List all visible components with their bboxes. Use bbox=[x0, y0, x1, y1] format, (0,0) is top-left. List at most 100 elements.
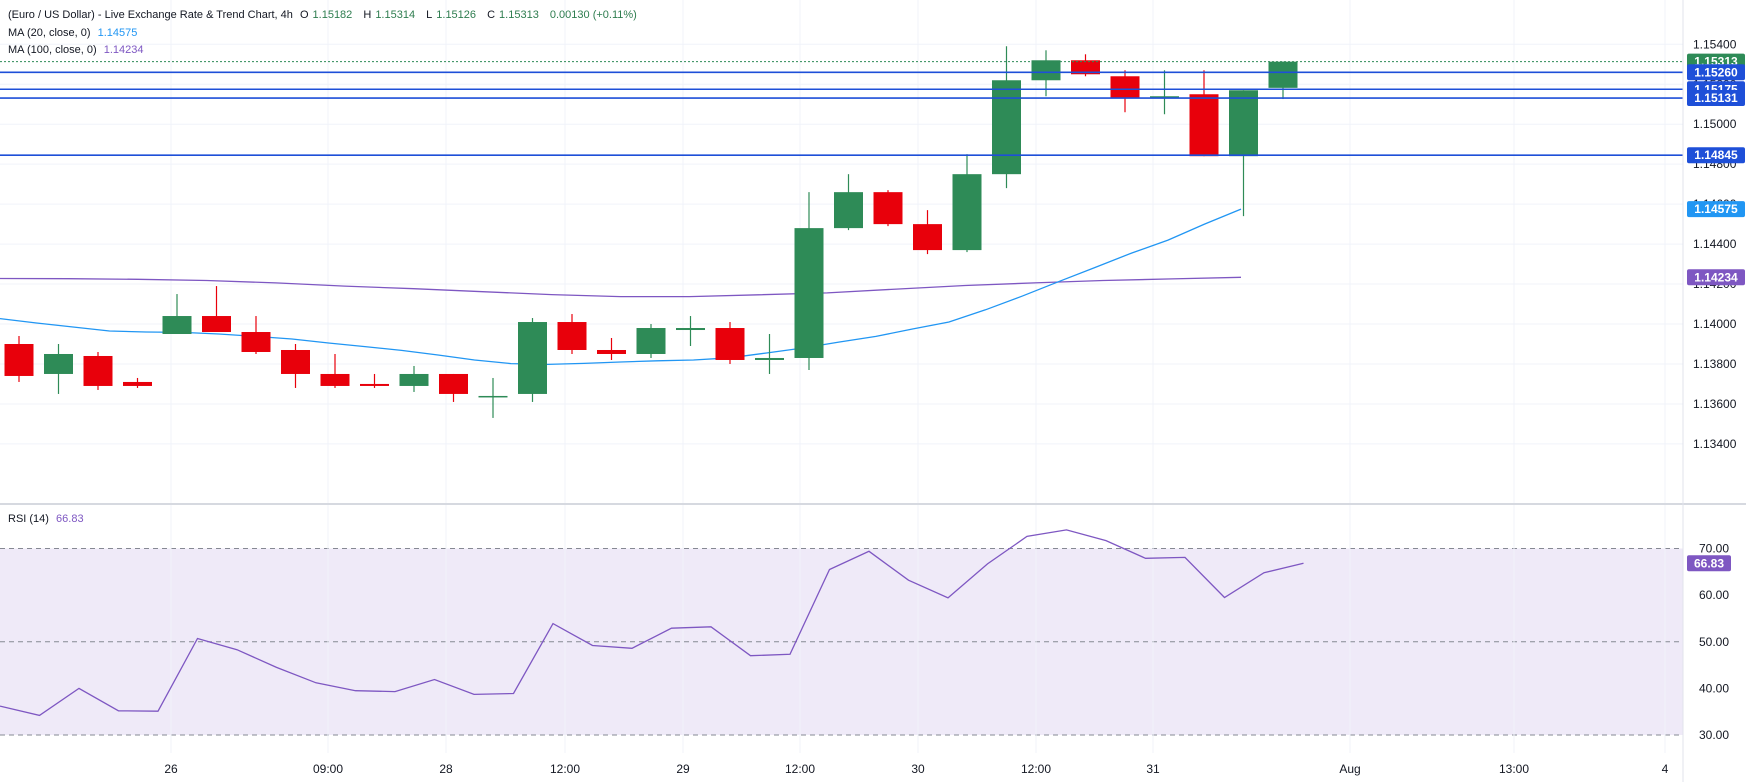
price-tick-label: 1.14000 bbox=[1693, 317, 1737, 331]
candle-body-up bbox=[1031, 60, 1061, 81]
candle-body-up bbox=[636, 328, 666, 354]
candle-body-down bbox=[241, 332, 271, 352]
candle-body-up bbox=[44, 353, 73, 374]
time-axis[interactable]: 26 09:00 28 12:00 29 12:00 30 12:00 31 Aug 13:00 4 bbox=[164, 762, 1668, 776]
rsi-value: 66.83 bbox=[56, 513, 84, 525]
rsi-line bbox=[0, 529, 1304, 717]
candle-body-up bbox=[676, 328, 705, 331]
time-tick-label: 4 bbox=[1662, 762, 1669, 776]
ma20-value: 1.14575 bbox=[97, 27, 138, 39]
time-tick-label: Aug bbox=[1339, 762, 1360, 776]
rsi-legend[interactable]: RSI (14) 66.83 bbox=[8, 513, 88, 525]
candle-body-up bbox=[478, 395, 508, 398]
candle-body-up bbox=[518, 322, 547, 394]
rsi-tick-label: 30.00 bbox=[1699, 728, 1729, 742]
candle-body-down bbox=[83, 355, 113, 386]
ma20-line bbox=[0, 208, 1242, 366]
price-badge bbox=[1687, 201, 1745, 218]
rsi-tick-label: 50.00 bbox=[1699, 635, 1729, 649]
candle-body-up bbox=[399, 373, 429, 386]
candle-body-up bbox=[755, 357, 784, 360]
rsi-panel bbox=[0, 548, 1683, 736]
price-badge bbox=[1687, 269, 1745, 286]
candle-body-down bbox=[123, 381, 152, 386]
price-badge-text: 1.15260 bbox=[1694, 65, 1738, 79]
ohlc-close: C 1.15313 bbox=[487, 9, 543, 21]
price-badge-text: 1.14234 bbox=[1694, 270, 1738, 284]
rsi-tick-label: 40.00 bbox=[1699, 681, 1729, 695]
candles bbox=[4, 46, 1298, 418]
ma20-label: MA (20, close, 0) bbox=[8, 27, 91, 39]
price-tick-label: 1.13600 bbox=[1693, 397, 1737, 411]
time-tick-label: 29 bbox=[676, 762, 690, 776]
price-tick-label: 1.15400 bbox=[1693, 37, 1737, 51]
candle-body-down bbox=[873, 192, 903, 225]
candle-body-down bbox=[360, 383, 389, 386]
change-value: 0.00130 (+0.11%) bbox=[549, 9, 637, 21]
time-tick-label: 30 bbox=[911, 762, 925, 776]
price-badge bbox=[1687, 64, 1745, 81]
ohlc-low: L 1.15126 bbox=[426, 9, 480, 21]
candle-body-down bbox=[320, 373, 350, 386]
ma100-legend[interactable]: MA (100, close, 0) 1.14234 bbox=[8, 44, 147, 56]
price-badge-text: 1.14575 bbox=[1694, 202, 1738, 216]
price-badge bbox=[1687, 90, 1745, 107]
ohlc-open: O 1.15182 bbox=[300, 9, 356, 21]
candle-body-up bbox=[992, 80, 1021, 175]
ma100-label: MA (100, close, 0) bbox=[8, 44, 97, 56]
candle-body-up bbox=[162, 316, 192, 335]
candle-body-up bbox=[834, 192, 863, 229]
price-tick-label: 1.13800 bbox=[1693, 357, 1737, 371]
symbol-title[interactable]: (Euro / US Dollar) - Live Exchange Rate … bbox=[8, 9, 293, 21]
ma100-value: 1.14234 bbox=[103, 44, 144, 56]
candle-body-down bbox=[557, 322, 587, 350]
candle-body-down bbox=[913, 224, 942, 251]
price-badge bbox=[1687, 147, 1745, 164]
candle-body-down bbox=[4, 344, 34, 376]
price-axis[interactable]: 1.134001.136001.138001.140001.142001.144… bbox=[1687, 37, 1745, 451]
time-tick-label: 12:00 bbox=[550, 762, 580, 776]
candle-body-down bbox=[281, 349, 310, 374]
main-legend: (Euro / US Dollar) - Live Exchange Rate … bbox=[8, 9, 641, 21]
candle-body-down bbox=[202, 316, 231, 333]
ma20-legend[interactable]: MA (20, close, 0) 1.14575 bbox=[8, 27, 141, 39]
time-tick-label: 09:00 bbox=[313, 762, 343, 776]
price-tick-label: 1.14400 bbox=[1693, 237, 1737, 251]
horizontal-levels bbox=[0, 61, 1683, 156]
low-label: L bbox=[426, 9, 433, 21]
candle-body-down bbox=[1110, 76, 1140, 99]
rsi-badge-text: 66.83 bbox=[1694, 556, 1724, 570]
candle-body-down bbox=[715, 328, 745, 360]
candle-body-down bbox=[1071, 60, 1100, 75]
rsi-badge bbox=[1687, 555, 1731, 572]
time-tick-label: 31 bbox=[1146, 762, 1160, 776]
close-value: 1.15313 bbox=[499, 9, 539, 21]
price-grid bbox=[0, 43, 1683, 445]
candle-body-down bbox=[439, 373, 468, 394]
ma20-line-group bbox=[0, 208, 1242, 366]
candle-body-up bbox=[1268, 61, 1298, 88]
candle-body-up bbox=[952, 174, 982, 251]
high-label: H bbox=[363, 9, 372, 21]
time-tick-label: 12:00 bbox=[785, 762, 815, 776]
low-value: 1.15126 bbox=[436, 9, 477, 21]
ohlc-high: H 1.15314 bbox=[363, 9, 419, 21]
time-tick-label: 28 bbox=[439, 762, 453, 776]
time-tick-label: 13:00 bbox=[1499, 762, 1529, 776]
price-tick-label: 1.13400 bbox=[1693, 437, 1737, 451]
price-tick-label: 1.15000 bbox=[1693, 117, 1737, 131]
close-label: C bbox=[487, 9, 496, 21]
open-value: 1.15182 bbox=[312, 9, 353, 21]
ma100-line bbox=[0, 276, 1242, 298]
rsi-label: RSI (14) bbox=[8, 513, 49, 525]
rsi-tick-label: 60.00 bbox=[1699, 588, 1729, 602]
open-label: O bbox=[299, 9, 309, 21]
rsi-tick-label: 70.00 bbox=[1699, 542, 1729, 556]
rsi-line-group bbox=[0, 529, 1304, 717]
time-tick-label: 12:00 bbox=[1021, 762, 1051, 776]
time-tick-label: 26 bbox=[164, 762, 178, 776]
price-badge-text: 1.15131 bbox=[1694, 91, 1738, 105]
high-value: 1.15314 bbox=[375, 9, 416, 21]
